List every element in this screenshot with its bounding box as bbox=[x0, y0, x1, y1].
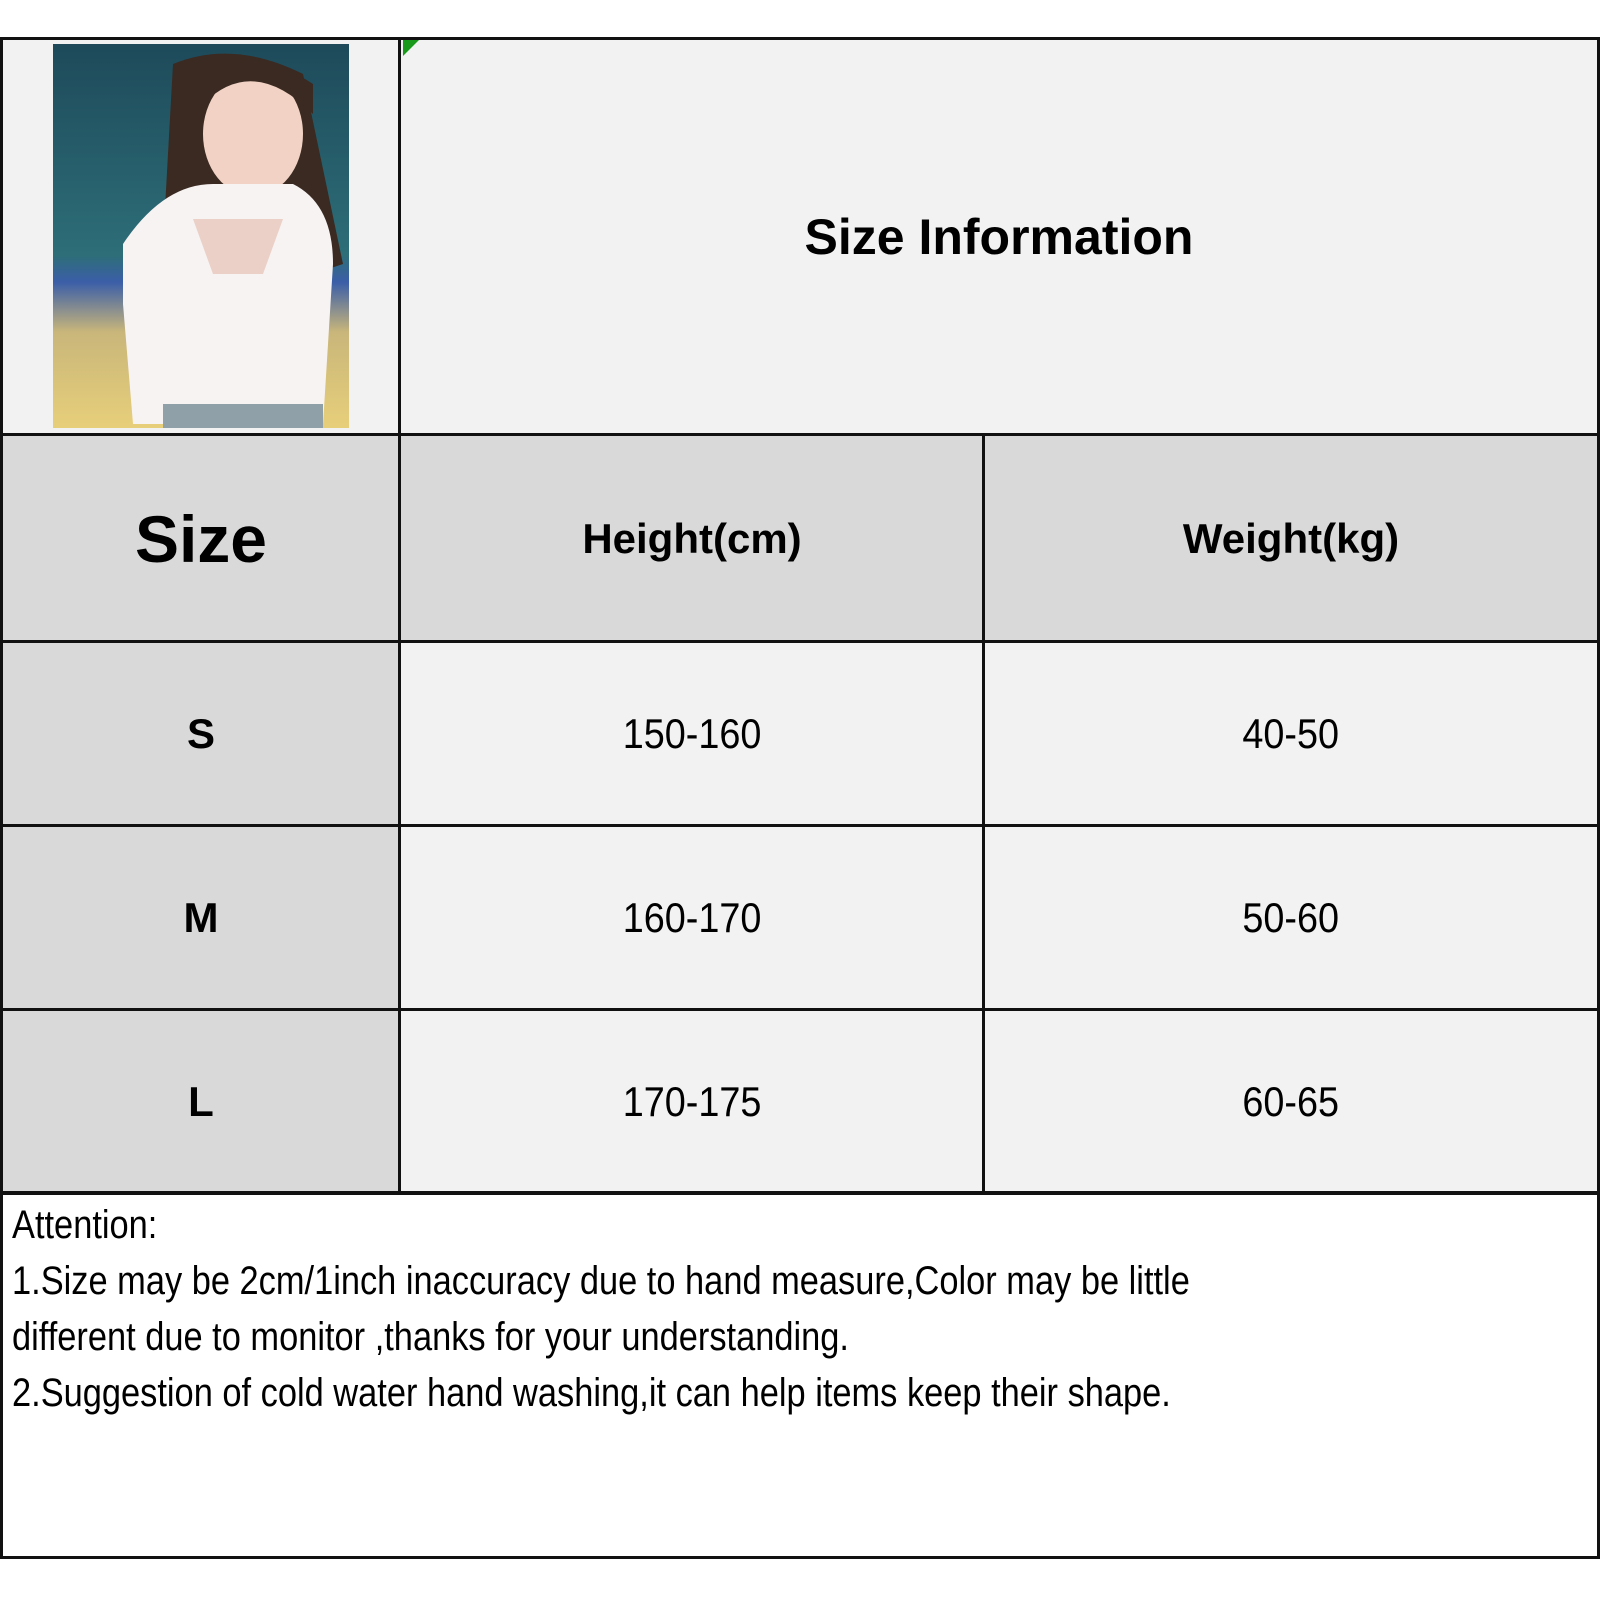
border bbox=[0, 1191, 1600, 1195]
header-weight-label: Weight(kg) bbox=[1182, 514, 1400, 562]
height-value: 170-175 bbox=[622, 1077, 762, 1125]
note-line: 1.Size may be 2cm/1inch inaccuracy due t… bbox=[12, 1259, 1190, 1303]
header-height: Height(cm) bbox=[400, 435, 984, 642]
weight-cell: 60-65 bbox=[984, 1010, 1598, 1193]
product-photo bbox=[53, 44, 349, 428]
header-height-label: Height(cm) bbox=[582, 514, 802, 562]
corner-marker bbox=[403, 40, 419, 56]
border bbox=[0, 433, 1600, 436]
height-value: 150-160 bbox=[622, 710, 762, 757]
border bbox=[982, 435, 985, 1194]
border bbox=[0, 1556, 1600, 1559]
title-cell: Size Information bbox=[400, 38, 1598, 435]
size-label: M bbox=[183, 894, 219, 941]
page-title: Size Information bbox=[804, 208, 1194, 265]
note-line: different due to monitor ,thanks for you… bbox=[12, 1315, 849, 1359]
size-cell: M bbox=[2, 826, 400, 1010]
notes-heading: Attention: bbox=[12, 1203, 158, 1247]
header-size-label: Size bbox=[134, 501, 268, 576]
weight-value: 40-50 bbox=[1242, 710, 1340, 757]
size-label: S bbox=[186, 710, 215, 757]
size-label: L bbox=[188, 1077, 214, 1125]
weight-value: 60-65 bbox=[1242, 1077, 1340, 1125]
height-cell: 160-170 bbox=[400, 826, 984, 1010]
weight-cell: 50-60 bbox=[984, 826, 1598, 1010]
border bbox=[0, 824, 1600, 827]
border bbox=[1597, 37, 1600, 1559]
photo-cell bbox=[2, 38, 400, 435]
header-weight: Weight(kg) bbox=[984, 435, 1598, 642]
border bbox=[0, 37, 1600, 40]
size-cell: S bbox=[2, 642, 400, 826]
weight-value: 50-60 bbox=[1242, 894, 1340, 941]
height-cell: 170-175 bbox=[400, 1010, 984, 1193]
border bbox=[0, 37, 3, 1559]
height-cell: 150-160 bbox=[400, 642, 984, 826]
note-line: 2.Suggestion of cold water hand washing,… bbox=[12, 1371, 1171, 1415]
notes-section: Attention: 1.Size may be 2cm/1inch inacc… bbox=[2, 1193, 1598, 1558]
header-size: Size bbox=[2, 435, 400, 642]
weight-cell: 40-50 bbox=[984, 642, 1598, 826]
border bbox=[0, 1008, 1600, 1011]
border bbox=[398, 37, 401, 1194]
height-value: 160-170 bbox=[622, 894, 762, 941]
border bbox=[0, 640, 1600, 643]
size-cell: L bbox=[2, 1010, 400, 1193]
